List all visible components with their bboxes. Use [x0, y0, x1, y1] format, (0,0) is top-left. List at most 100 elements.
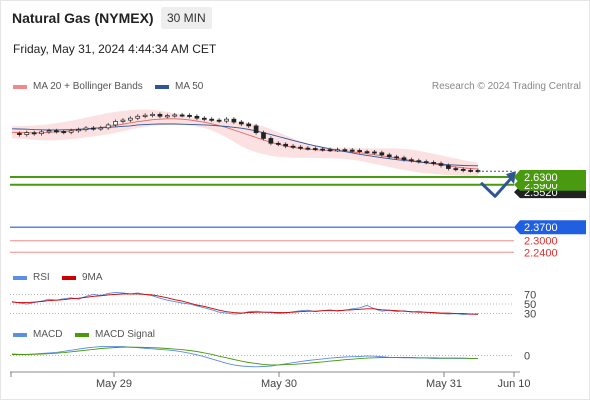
candle — [342, 149, 348, 152]
candle — [216, 119, 222, 122]
price-tag-label: 2.2400 — [524, 247, 558, 259]
candle — [98, 127, 104, 130]
candle — [468, 169, 473, 172]
candle — [423, 161, 429, 164]
rsi-ma-swatch — [62, 275, 76, 280]
candle — [135, 115, 141, 119]
candle — [364, 151, 370, 154]
candle — [372, 151, 377, 154]
rsi-ma-line — [11, 293, 478, 315]
ma20-label: MA 20 + Bollinger Bands — [33, 81, 143, 92]
candle — [401, 157, 407, 161]
candle — [172, 114, 178, 117]
macd-zero-label: 0 — [524, 351, 530, 363]
legend-rsi-ma: 9MA — [62, 272, 103, 283]
candle — [416, 160, 422, 163]
candle — [394, 156, 399, 159]
candle — [142, 114, 148, 117]
candle — [127, 117, 133, 121]
rsi-swatch — [13, 275, 27, 280]
price-tag-label: 2.3700 — [524, 222, 558, 234]
candle — [327, 149, 333, 152]
ma50-label: MA 50 — [175, 81, 204, 92]
candle — [179, 114, 185, 117]
forecast-arrow — [479, 174, 516, 198]
candle — [105, 124, 111, 129]
candle — [24, 132, 30, 135]
candle — [320, 148, 326, 151]
bollinger-band — [12, 109, 478, 177]
candle — [61, 131, 67, 134]
candle — [453, 168, 459, 171]
candle — [379, 152, 385, 156]
legend-rsi: RSI — [13, 272, 50, 283]
legend-macd-signal: MACD Signal — [75, 329, 155, 340]
candle — [83, 127, 89, 130]
candle — [17, 133, 22, 135]
candle — [187, 114, 192, 117]
candle — [335, 149, 340, 152]
candle — [312, 148, 318, 151]
legend-ma50: MA 50 — [155, 81, 203, 92]
candle — [386, 154, 392, 158]
candle — [238, 121, 244, 125]
rsi-ma-label: 9MA — [82, 272, 103, 283]
candle — [39, 131, 44, 134]
candle — [268, 138, 274, 144]
candle — [349, 149, 355, 152]
ma50-swatch — [155, 84, 169, 89]
macd-line — [11, 345, 478, 368]
copyright-text: Research © 2024 Trading Central — [431, 81, 581, 92]
candle — [113, 121, 118, 126]
candle — [275, 142, 281, 145]
candle — [409, 159, 414, 162]
candle — [438, 163, 444, 166]
candle — [68, 130, 74, 133]
candle — [283, 143, 289, 147]
candle — [209, 118, 215, 121]
legend-macd: MACD — [13, 329, 62, 340]
macd-signal-swatch — [75, 332, 89, 337]
timeframe-badge[interactable]: 30 MIN — [161, 7, 212, 29]
x-axis-label: May 31 — [426, 378, 462, 390]
candle — [54, 130, 59, 133]
candle — [194, 115, 200, 119]
macd-swatch — [13, 332, 27, 337]
rsi-level-label: 50 — [524, 299, 536, 311]
x-axis-label: May 30 — [261, 378, 297, 390]
candle — [305, 147, 311, 150]
candle — [224, 118, 229, 122]
candle — [164, 115, 170, 118]
macd-label: MACD — [33, 329, 63, 340]
rsi-label: RSI — [33, 272, 50, 283]
instrument-title: Natural Gas (NYMEX) — [12, 10, 154, 26]
ma50-line — [11, 123, 479, 167]
candle — [357, 150, 363, 152]
price-tag — [514, 170, 586, 185]
price-tag-label: 2.6300 — [524, 172, 558, 184]
candle — [431, 162, 436, 164]
price-tag-label: 2.3000 — [524, 236, 558, 248]
legend-ma20: MA 20 + Bollinger Bands — [13, 81, 143, 92]
candle — [261, 132, 266, 139]
candle — [120, 119, 126, 122]
chart-datetime: Friday, May 31, 2024 4:44:34 AM CET — [13, 42, 217, 56]
candle — [157, 113, 163, 117]
candle — [150, 113, 155, 116]
candle — [446, 165, 451, 169]
ma20-swatch — [13, 84, 27, 89]
candle — [290, 145, 296, 148]
x-axis-label: May 29 — [96, 378, 132, 390]
candle — [231, 118, 237, 123]
macd-signal-label: MACD Signal — [95, 329, 156, 340]
candle — [253, 125, 259, 134]
rsi-level-label: 30 — [524, 309, 536, 321]
macd-signal-line — [12, 346, 478, 366]
candle — [46, 130, 52, 133]
rsi-level-label: 70 — [524, 289, 536, 301]
price-tag — [514, 220, 586, 235]
chart-header: Natural Gas (NYMEX) 30 MIN — [0, 0, 590, 36]
x-axis-label: Jun 10 — [497, 378, 530, 390]
candle — [460, 168, 466, 171]
